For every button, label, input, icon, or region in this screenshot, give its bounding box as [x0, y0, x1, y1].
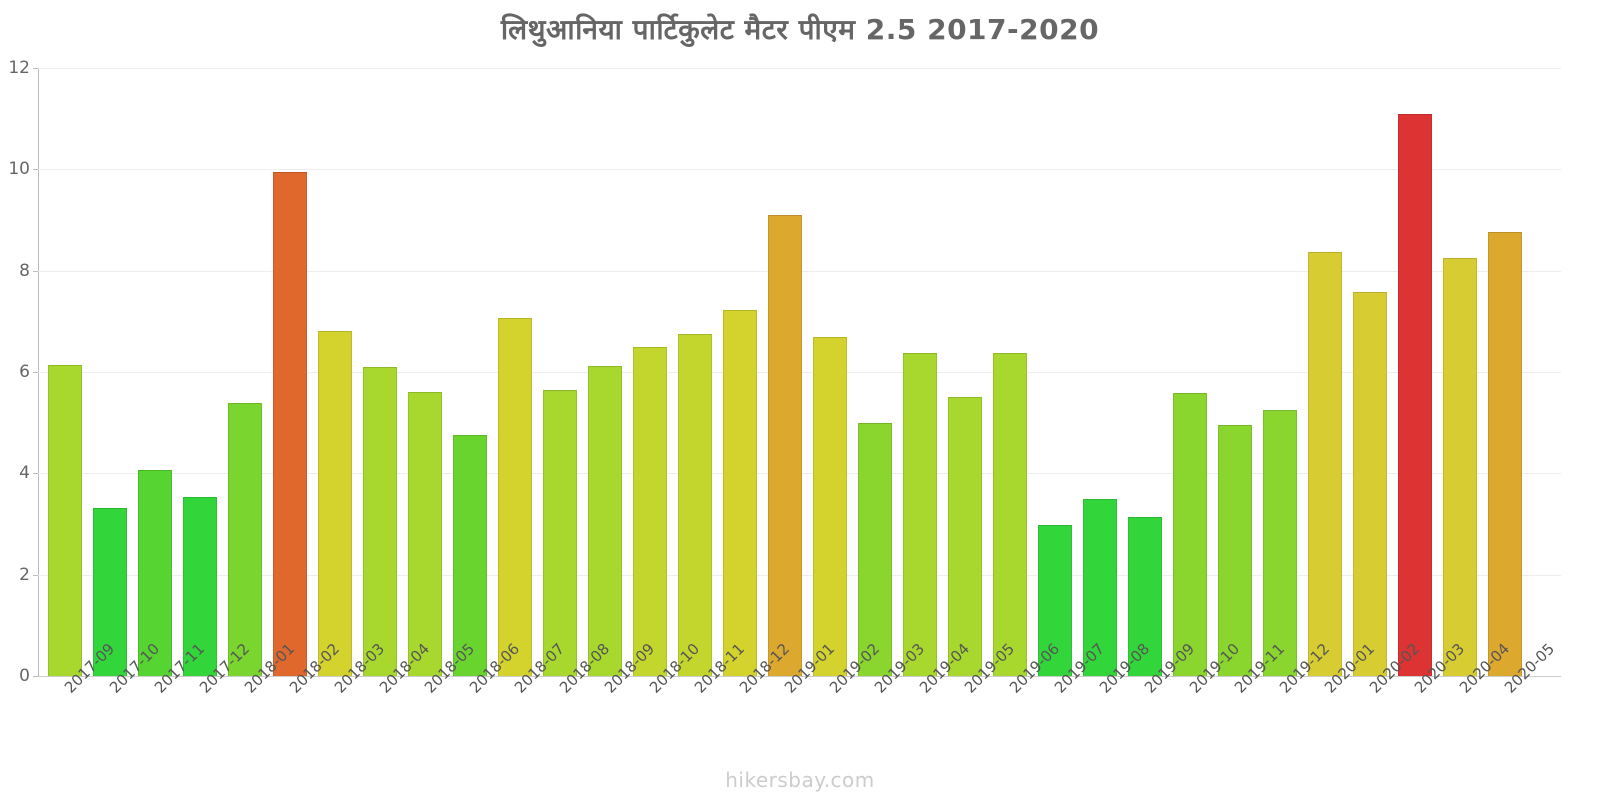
bar[interactable]: [1038, 524, 1072, 676]
bar[interactable]: [1263, 410, 1297, 676]
y-tick-mark: [33, 473, 39, 475]
bar[interactable]: [678, 334, 712, 676]
y-tick-mark: [33, 270, 39, 272]
bar[interactable]: [903, 352, 937, 676]
bar[interactable]: [1083, 499, 1117, 676]
y-tick-label: 6: [19, 362, 30, 382]
bar[interactable]: [1398, 113, 1432, 676]
y-tick-label: 10: [8, 159, 30, 180]
bar[interactable]: [768, 214, 802, 676]
y-tick-label: 0: [19, 666, 30, 686]
bar[interactable]: [228, 403, 262, 676]
bar[interactable]: [318, 331, 352, 676]
bar[interactable]: [1308, 252, 1342, 676]
bar[interactable]: [948, 397, 982, 676]
bar[interactable]: [588, 365, 622, 676]
y-tick-label: 4: [19, 463, 30, 484]
bar[interactable]: [1353, 291, 1387, 676]
y-tick-label: 8: [19, 260, 30, 281]
source-watermark: hikersbay.com: [725, 768, 875, 792]
bar[interactable]: [1488, 231, 1522, 676]
bar[interactable]: [363, 367, 397, 676]
gridline: [38, 169, 1561, 171]
bar[interactable]: [993, 352, 1027, 676]
bar[interactable]: [813, 336, 847, 676]
y-tick-mark: [33, 574, 39, 576]
chart-title: लिथुआनिया पार्टिकुलेट मैटर पीएम 2.5 2017…: [500, 13, 1100, 46]
y-tick-mark: [33, 372, 39, 373]
bar[interactable]: [858, 422, 892, 676]
bar[interactable]: [633, 346, 667, 676]
gridline: [38, 676, 1561, 677]
y-tick-mark: [33, 169, 39, 171]
y-tick-label: 12: [8, 58, 30, 78]
bar[interactable]: [1443, 258, 1477, 676]
bar[interactable]: [48, 365, 82, 676]
bar[interactable]: [408, 392, 442, 676]
y-tick-mark: [33, 68, 39, 69]
bar[interactable]: [1173, 393, 1207, 676]
bar[interactable]: [93, 507, 127, 676]
bar[interactable]: [543, 390, 577, 676]
y-tick-mark: [33, 676, 39, 677]
plot-area: [38, 68, 1561, 677]
bar[interactable]: [1128, 516, 1162, 676]
bar[interactable]: [183, 497, 217, 676]
bar[interactable]: [723, 310, 757, 676]
bar[interactable]: [1218, 425, 1252, 676]
gridline: [38, 68, 1561, 69]
bar[interactable]: [498, 317, 532, 676]
bar[interactable]: [453, 434, 487, 676]
y-tick-label: 2: [19, 564, 30, 585]
bar[interactable]: [138, 469, 172, 676]
bar[interactable]: [273, 171, 307, 676]
